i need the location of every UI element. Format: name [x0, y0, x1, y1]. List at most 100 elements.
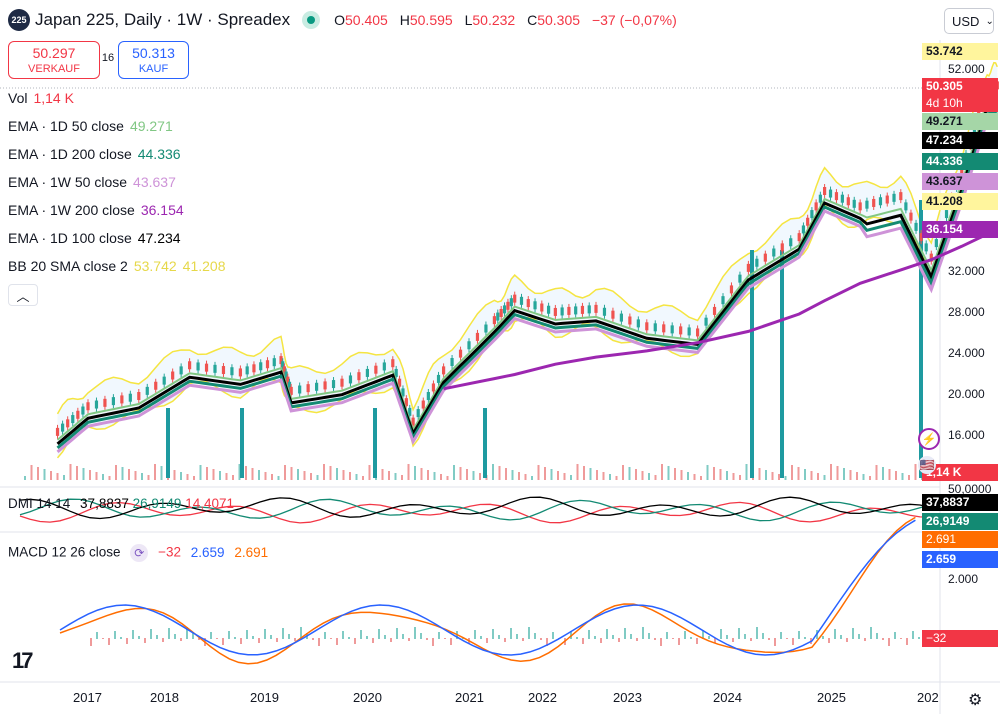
volume-bar — [758, 468, 761, 480]
volume-bar — [43, 469, 46, 480]
volume-bar — [420, 468, 423, 480]
x-axis-label: 2021 — [455, 690, 484, 705]
macd-histogram-bar — [702, 630, 704, 639]
candle-body — [467, 341, 471, 350]
macd-histogram-bar — [864, 638, 866, 641]
tag-macd-hist: −32 — [922, 630, 998, 647]
x-axis-label: 2017 — [73, 690, 102, 705]
macd-histogram-bar — [126, 638, 128, 644]
candle-body — [746, 263, 750, 272]
candle-body — [128, 393, 132, 402]
candle-body — [801, 225, 806, 234]
macd-legend[interactable]: MACD 12 26 close ⟳ −32 2.659 2.691 — [8, 544, 269, 562]
volume-bar — [180, 472, 182, 480]
macd-histogram-bar — [426, 638, 428, 640]
axis-label: 28.000 — [948, 305, 985, 319]
legend-ema-1w-50[interactable]: EMA · 1W 50 close 43.637 — [8, 174, 176, 190]
candle-body — [810, 210, 814, 219]
macd-histogram-bar — [168, 628, 170, 639]
legend-volume[interactable]: Vol 1,14 K — [8, 90, 74, 106]
volume-bar — [784, 476, 787, 480]
volume-bar — [771, 472, 774, 480]
macd-histogram-bar — [846, 638, 848, 642]
legend-ema-1d-200[interactable]: EMA · 1D 200 close 44.336 — [8, 146, 181, 162]
volume-spike-bar — [166, 408, 170, 478]
candle-body — [348, 375, 353, 384]
legend-ema-1d-100[interactable]: EMA · 1D 100 close 47.234 — [8, 230, 181, 246]
symbol-title[interactable]: Japan 225, Daily · 1W · Spreadex — [35, 10, 291, 29]
legend-ema-1d-50[interactable]: EMA · 1D 50 close 49.271 — [8, 118, 173, 134]
buy-button[interactable]: 50.313 KAUF — [118, 41, 189, 79]
candle-body — [687, 327, 691, 336]
volume-bar — [791, 465, 793, 480]
lightning-icon[interactable]: ⚡ — [918, 428, 940, 450]
volume-bar — [518, 472, 520, 480]
candle-body — [230, 367, 234, 376]
macd-histogram-bar — [528, 627, 530, 639]
x-axis-label: 2023 — [613, 690, 642, 705]
candle-body — [828, 189, 833, 198]
sell-button[interactable]: 50.297 VERKAUF — [8, 41, 100, 79]
candle-body — [450, 358, 454, 367]
legend-ema-1w-200[interactable]: EMA · 1W 200 close 36.154 — [8, 202, 184, 218]
legend-bb[interactable]: BB 20 SMA close 2 53.742 41.208 — [8, 258, 226, 274]
volume-bar — [635, 469, 637, 480]
candle-body — [611, 310, 615, 319]
macd-histogram-bar — [240, 638, 242, 644]
candle-body — [587, 305, 591, 314]
volume-spike-bar — [373, 408, 377, 478]
macd-histogram-bar — [594, 636, 596, 639]
volume-bar — [732, 473, 735, 480]
volume-bar — [810, 471, 813, 480]
macd-histogram-bar — [804, 637, 806, 639]
macd-histogram-bar — [720, 629, 722, 639]
macd-histogram-bar — [672, 638, 674, 639]
volume-bar — [739, 475, 741, 480]
x-axis-label: 2020 — [353, 690, 382, 705]
candle-body — [526, 299, 530, 308]
ema-1d-100-line — [56, 103, 998, 446]
settings-icon[interactable]: ⚙ — [968, 692, 983, 709]
candle-body — [331, 380, 336, 389]
volume-bar — [128, 469, 130, 480]
candle-body — [858, 202, 862, 211]
flag-icon[interactable]: 🇺🇸 — [918, 456, 936, 474]
refresh-icon[interactable]: ⟳ — [130, 544, 149, 562]
volume-bar — [316, 475, 319, 480]
volume-bar — [349, 472, 351, 480]
macd-histogram-bar — [540, 638, 542, 640]
dmi-legend[interactable]: DMI 14 14 37,8837 26,9149 14,4071 — [8, 496, 235, 511]
tradingview-logo-icon[interactable]: 17 — [12, 648, 34, 673]
candle-body — [509, 298, 513, 307]
volume-bar — [615, 476, 618, 480]
volume-bar — [219, 471, 221, 480]
spread-value: 16 — [101, 52, 115, 64]
candle-body — [721, 296, 725, 305]
volume-spike-bar — [919, 200, 923, 478]
volume-bar — [823, 475, 826, 480]
volume-bar — [836, 466, 839, 480]
currency-selector[interactable]: USD ⌄ — [944, 8, 994, 34]
macd-histogram-bar — [156, 635, 158, 639]
volume-bar — [687, 472, 689, 480]
candle-body — [179, 366, 183, 375]
candle-body — [411, 417, 415, 426]
candle-body — [196, 362, 200, 371]
volume-bar — [531, 476, 533, 480]
candle-body — [797, 233, 801, 242]
candle-body — [560, 307, 564, 316]
candle-body — [696, 328, 700, 337]
macd-histogram-bar — [486, 638, 488, 643]
volume-bar — [901, 473, 904, 480]
volume-bar — [563, 473, 566, 480]
collapse-legend-button[interactable]: ︿ — [8, 284, 38, 306]
macd-histogram-bar — [762, 633, 764, 639]
macd-histogram-bar — [276, 638, 278, 642]
symbol-logo-icon: 225 — [8, 9, 30, 31]
macd-histogram-bar — [510, 628, 512, 639]
tag-ema-1w-50: 43.637 — [922, 173, 998, 190]
ohlc-values: O50.405 H50.595 L50.232 C50.305 −37 (−0,… — [334, 12, 677, 28]
macd-histogram-bar — [654, 638, 656, 640]
candle-body — [840, 194, 844, 203]
